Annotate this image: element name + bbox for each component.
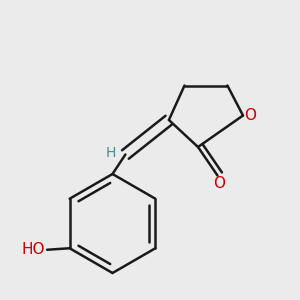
Text: O: O bbox=[244, 108, 256, 123]
Text: HO: HO bbox=[21, 242, 45, 257]
Text: H: H bbox=[106, 146, 116, 160]
Text: O: O bbox=[213, 176, 225, 191]
